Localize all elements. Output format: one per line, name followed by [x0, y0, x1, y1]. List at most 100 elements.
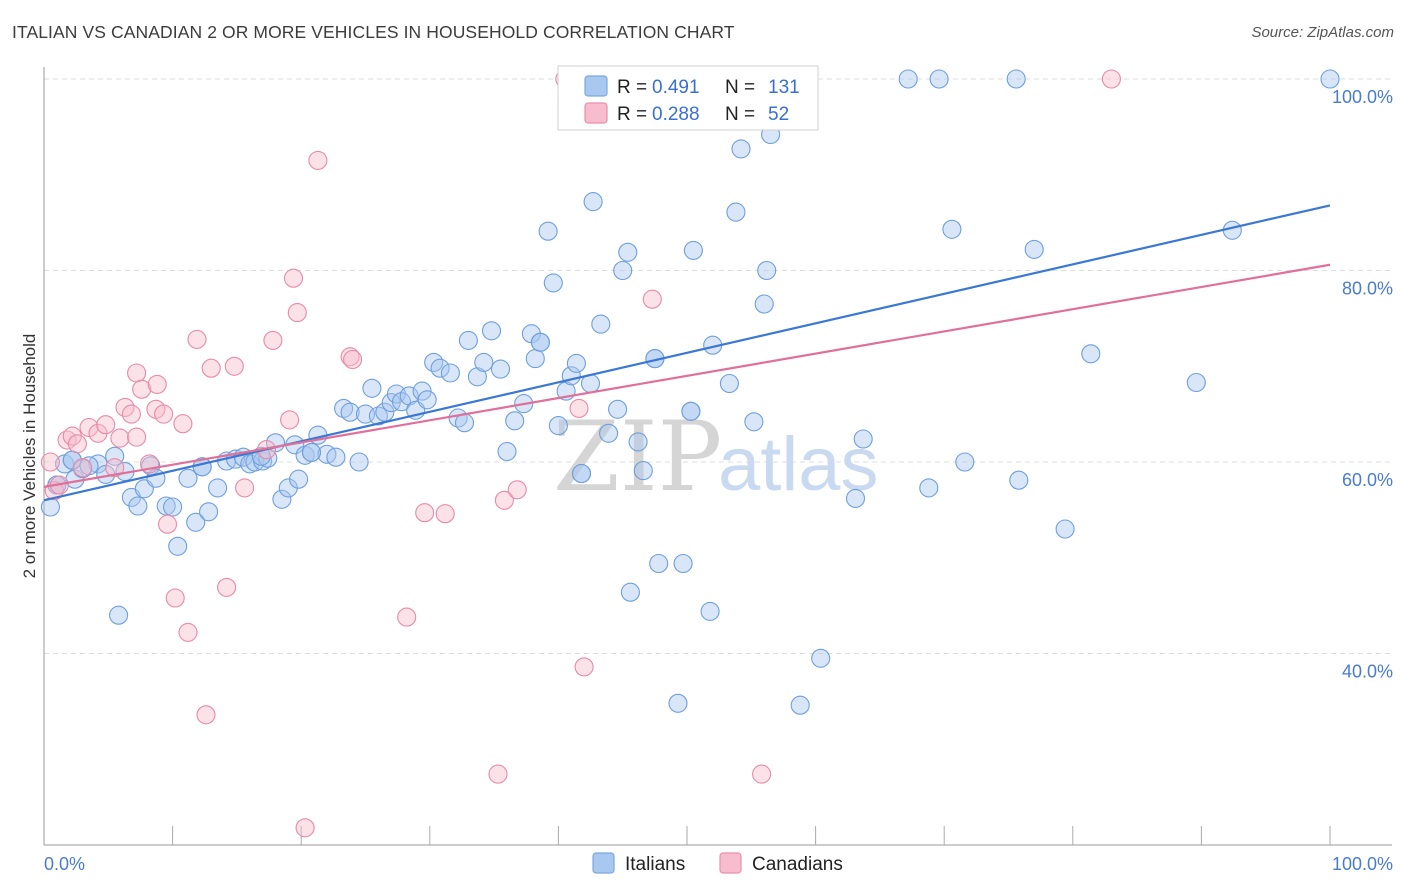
point-italians	[399, 386, 419, 406]
point-canadians	[295, 818, 315, 838]
point-italians	[199, 502, 219, 522]
point-italians	[105, 446, 125, 466]
point-italians	[1009, 470, 1029, 490]
y-axis-label: 2 or more Vehicles in Household	[20, 334, 39, 579]
point-italians	[481, 321, 502, 341]
point-italians	[757, 260, 777, 281]
trend-line-canadians	[43, 263, 1331, 488]
point-canadians	[574, 657, 594, 677]
point-italians	[440, 363, 460, 383]
legend-n-value-italians: 131	[768, 77, 800, 98]
point-canadians	[343, 349, 363, 370]
point-italians	[1320, 69, 1340, 89]
point-canadians	[187, 329, 207, 349]
point-canadians	[280, 410, 300, 430]
source-note: Source: ZipAtlas.com	[1251, 24, 1394, 41]
point-italians	[1024, 239, 1044, 259]
point-canadians	[165, 588, 185, 608]
point-canadians	[263, 330, 283, 350]
point-canadians	[73, 458, 93, 478]
point-canadians	[127, 427, 147, 447]
point-canadians	[435, 504, 455, 524]
point-italians	[525, 349, 545, 369]
point-italians	[668, 693, 688, 713]
point-italians	[719, 373, 739, 394]
bottom-legend-swatch-italians	[592, 852, 615, 874]
point-italians	[811, 648, 831, 668]
trend-lines	[43, 204, 1331, 502]
point-canadians	[40, 452, 60, 472]
point-canadians	[132, 379, 152, 399]
point-canadians	[217, 577, 237, 597]
point-italians	[1081, 344, 1101, 364]
point-italians	[178, 468, 198, 488]
point-canadians	[494, 490, 514, 510]
point-italians	[340, 402, 360, 422]
point-italians	[955, 452, 975, 472]
bottom-legend-swatch-canadians	[719, 852, 742, 874]
point-italians	[845, 488, 866, 508]
legend-n-label: N =	[725, 104, 755, 125]
point-canadians	[308, 150, 328, 170]
point-italians	[1055, 519, 1075, 539]
point-italians	[467, 367, 487, 387]
point-italians	[301, 442, 322, 462]
point-canadians	[340, 347, 360, 367]
point-italians	[898, 69, 918, 89]
point-italians	[186, 512, 206, 532]
bottom-legend-label-canadians: Canadians	[752, 854, 843, 875]
point-canadians	[79, 417, 99, 438]
point-italians	[109, 605, 129, 625]
y-tick-label-100: 100.0%	[1332, 87, 1393, 107]
point-italians	[417, 390, 437, 410]
point-italians	[726, 202, 746, 222]
point-canadians	[147, 374, 167, 394]
point-italians	[538, 221, 558, 241]
point-italians	[566, 353, 586, 373]
point-italians	[272, 489, 292, 509]
point-italians	[613, 260, 633, 281]
point-italians	[208, 478, 228, 498]
point-canadians	[178, 622, 198, 642]
legend-n-label: N =	[725, 77, 755, 98]
point-italians	[530, 332, 550, 352]
point-italians	[289, 469, 309, 489]
bottom-legend-label-italians: Italians	[625, 854, 685, 875]
point-canadians	[121, 404, 141, 424]
point-italians	[362, 378, 382, 398]
y-tick-label-60: 60.0%	[1342, 470, 1393, 490]
point-italians	[620, 582, 640, 602]
data-points	[40, 69, 1340, 838]
point-italians	[1006, 69, 1026, 89]
point-italians	[608, 399, 628, 419]
legend-r-value-canadians: 0.288	[652, 104, 700, 125]
point-italians	[474, 352, 494, 372]
point-italians	[505, 411, 525, 431]
point-canadians	[110, 428, 130, 448]
point-italians	[1186, 372, 1206, 393]
point-canadians	[127, 363, 147, 383]
y-tick-label-40: 40.0%	[1342, 662, 1393, 682]
point-canadians	[235, 478, 255, 498]
point-italians	[754, 294, 774, 314]
point-italians	[391, 392, 412, 412]
chart-title: ITALIAN VS CANADIAN 2 OR MORE VEHICLES I…	[12, 22, 735, 42]
point-canadians	[196, 705, 216, 725]
watermark-atlas: atlas	[718, 422, 879, 507]
point-italians	[599, 423, 619, 443]
trend-line-italians	[43, 204, 1331, 502]
point-italians	[681, 401, 701, 421]
point-italians	[430, 358, 450, 378]
y-tick-labels: 40.0% 60.0% 80.0% 100.0%	[1332, 87, 1393, 682]
point-italians	[163, 497, 183, 517]
point-canadians	[415, 503, 435, 523]
point-canadians	[201, 358, 221, 378]
point-italians	[744, 412, 764, 432]
legend-r-label: R =	[617, 77, 647, 98]
point-canadians	[96, 415, 116, 435]
point-canadians	[173, 414, 193, 434]
point-italians	[326, 447, 346, 467]
y-tick-label-80: 80.0%	[1342, 279, 1393, 299]
point-canadians	[154, 404, 174, 424]
